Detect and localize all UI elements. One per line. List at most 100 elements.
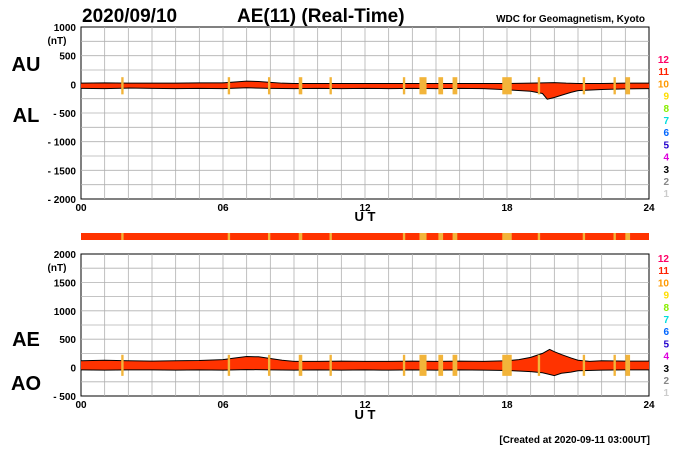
station-scale-label: 7 — [663, 116, 669, 127]
station-scale-label: 5 — [663, 339, 669, 350]
low-count-stripe — [298, 354, 303, 376]
low-count-stripe — [329, 77, 332, 95]
station-scale-label: 8 — [663, 303, 669, 314]
y-tick-label: 0 — [70, 80, 76, 91]
count-bar-low-segment — [121, 233, 124, 240]
au-al-panel: 1000 500 0 - 500 - 1000 - 1500 - 2000 00 06 12 18… — [12, 23, 655, 224]
low-count-stripe — [419, 77, 427, 95]
low-count-stripe — [267, 77, 271, 95]
y-tick-label: 500 — [59, 335, 76, 346]
station-scale-label: 2 — [663, 376, 669, 387]
station-scale-label: 10 — [658, 278, 670, 289]
low-count-stripe — [452, 77, 458, 95]
au-al-y-tick-labels: 1000 500 0 - 500 - 1000 - 1500 - 2000 — [48, 23, 77, 206]
low-count-stripe — [502, 354, 512, 376]
date-title: 2020/09/10 — [82, 6, 177, 27]
count-bar-low-segment — [613, 233, 616, 240]
count-bar-low-segment — [502, 233, 512, 240]
station-scale-label: 5 — [663, 140, 669, 151]
station-scale-label: 12 — [658, 55, 670, 66]
low-count-stripe — [227, 77, 231, 95]
x-tick-label: 00 — [75, 400, 87, 411]
station-scale-label: 3 — [663, 364, 669, 375]
count-bar-base — [81, 233, 649, 240]
station-scale-label: 6 — [663, 128, 669, 139]
ae-ao-low-count-stripes — [121, 354, 631, 376]
series-line-al — [80, 87, 650, 100]
low-count-stripe — [267, 354, 271, 376]
ae-ao-x-tick-labels: 00 06 12 18 24 — [75, 400, 655, 411]
y-tick-label: - 1500 — [48, 166, 77, 177]
station-scale-label: 11 — [658, 67, 669, 78]
low-count-stripe — [419, 354, 427, 376]
au-label: AU — [12, 54, 41, 76]
station-scale-label: 4 — [663, 153, 669, 164]
station-scale-label: 11 — [658, 266, 669, 277]
x-tick-label: 18 — [501, 400, 513, 411]
y-tick-label: - 1000 — [48, 138, 77, 149]
x-tick-label: 18 — [501, 203, 513, 214]
au-al-x-tick-labels: 00 06 12 18 24 — [75, 203, 655, 214]
au-al-grid — [81, 27, 649, 199]
ae-ao-x-axis-label: U T — [355, 407, 376, 422]
count-bar-low-segment — [267, 233, 271, 240]
al-label: AL — [13, 105, 40, 127]
au-al-x-axis-label: U T — [355, 209, 376, 224]
count-bar-low-segment — [452, 233, 458, 240]
low-count-stripe — [613, 77, 616, 95]
y-tick-label: 2000 — [54, 250, 77, 261]
count-bar-low-segment — [537, 233, 541, 240]
series-line-ao — [80, 369, 649, 377]
low-count-stripe — [402, 77, 406, 95]
x-tick-label: 06 — [217, 400, 229, 411]
station-scale-label: 9 — [663, 92, 669, 103]
low-count-stripe — [402, 354, 406, 376]
series-line-au — [80, 80, 649, 84]
au-al-low-count-stripes — [121, 77, 631, 95]
created-timestamp: [Created at 2020-09-11 03:00UT] — [499, 435, 650, 446]
low-count-stripe — [613, 354, 616, 376]
x-tick-label: 24 — [643, 203, 655, 214]
low-count-stripe — [227, 354, 231, 376]
low-count-stripe — [537, 354, 541, 376]
low-count-stripe — [537, 77, 541, 95]
count-bar-low-segment — [227, 233, 231, 240]
station-scale-label: 9 — [663, 291, 669, 302]
station-scale-label: 1 — [663, 388, 669, 399]
count-bar-low-segment — [419, 233, 427, 240]
series-line-ae — [80, 348, 649, 362]
low-count-stripe — [438, 77, 444, 95]
station-scale-label: 3 — [663, 165, 669, 176]
station-scale-label: 4 — [663, 352, 669, 363]
x-tick-label: 12 — [359, 400, 371, 411]
station-scale-label: 8 — [663, 104, 669, 115]
count-bar-low-segment — [438, 233, 444, 240]
station-scale-label: 6 — [663, 327, 669, 338]
station-scale-label: 12 — [658, 254, 670, 265]
source-label: WDC for Geomagnetism, Kyoto — [496, 14, 645, 25]
y-tick-label: - 500 — [53, 392, 76, 403]
low-count-stripe — [329, 354, 332, 376]
y-tick-label: 1000 — [54, 23, 77, 34]
y-tick-label: 1500 — [54, 278, 77, 289]
low-count-stripe — [582, 77, 586, 95]
count-bar-low-segment — [625, 233, 631, 240]
low-count-stripe — [438, 354, 444, 376]
low-count-stripe — [121, 77, 124, 95]
station-scale-label: 7 — [663, 315, 669, 326]
count-bar-low-segment — [298, 233, 303, 240]
low-count-stripe — [502, 77, 512, 95]
index-title: AE(11) (Real-Time) — [237, 6, 405, 27]
x-tick-label: 24 — [643, 400, 655, 411]
ae-ao-panel: 2000 1500 1000 500 0 - 500 00 06 12 18 24 (nT) AE… — [11, 250, 655, 422]
station-scale-label: 2 — [663, 177, 669, 188]
ao-label: AO — [11, 373, 41, 395]
low-count-stripe — [625, 354, 631, 376]
low-count-stripe — [625, 77, 631, 95]
au-al-unit-label: (nT) — [48, 36, 67, 47]
low-count-stripe — [582, 354, 586, 376]
station-count-bar — [81, 233, 649, 240]
station-scale-label: 1 — [663, 189, 669, 200]
